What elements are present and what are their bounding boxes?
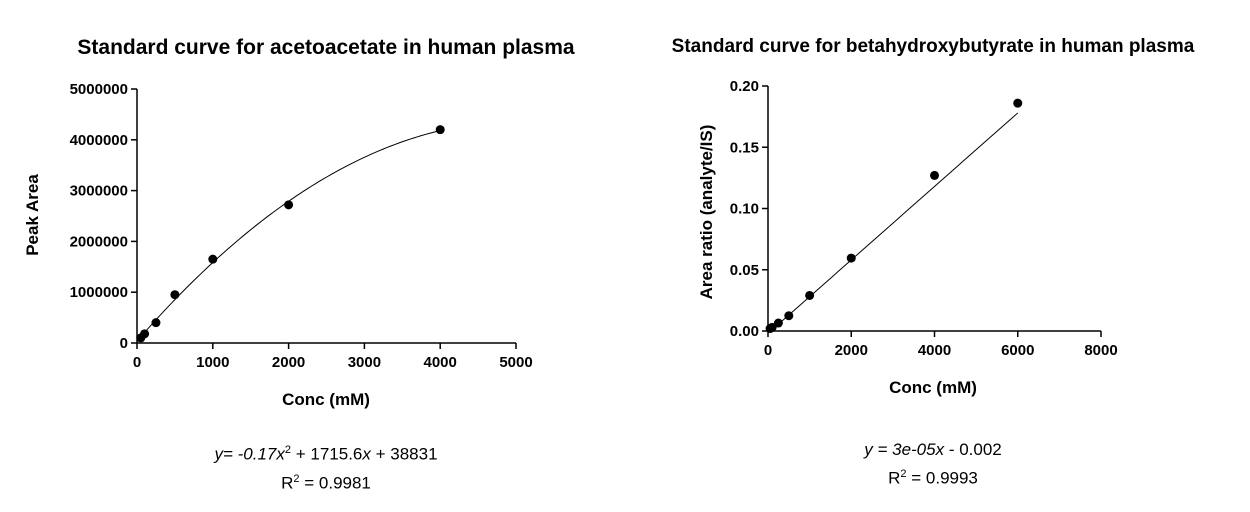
data-point xyxy=(1013,98,1023,108)
x-tick-label: 4000 xyxy=(918,342,951,359)
data-point xyxy=(930,170,939,180)
r-squared: R2 = 0.9993 xyxy=(888,468,978,488)
data-point xyxy=(151,318,161,328)
x-tick-label: 2000 xyxy=(272,354,305,371)
data-point xyxy=(846,253,856,263)
chart-acetoacetate: Standard curve for acetoacetate in human… xyxy=(23,36,575,409)
data-point xyxy=(773,318,783,328)
x-tick-label: 4000 xyxy=(424,354,457,371)
y-tick-label: 1000000 xyxy=(70,284,128,301)
x-tick-label: 3000 xyxy=(348,354,381,371)
data-point xyxy=(170,290,180,300)
data-point xyxy=(784,311,794,321)
data-point xyxy=(435,125,445,135)
chart-title: Standard curve for acetoacetate in human… xyxy=(77,36,574,59)
fit-line xyxy=(767,112,1019,332)
y-tick-label: 0.10 xyxy=(730,201,759,218)
y-tick-label: 0 xyxy=(120,335,128,352)
x-axis-label: Conc (mM) xyxy=(889,378,977,397)
x-tick-label: 2000 xyxy=(835,342,868,359)
equation-acetoacetate: y= -0.17x2 + 1715.6x + 38831 R2 = 0.9981 xyxy=(126,438,526,495)
y-tick-label: 2000000 xyxy=(70,233,128,250)
y-axis-label: Area ratio (analyte/IS) xyxy=(697,125,716,300)
fit-curve xyxy=(136,130,441,342)
y-tick-label: 0.15 xyxy=(730,139,759,156)
y-tick-label: 0.00 xyxy=(730,323,759,340)
y-tick-label: 4000000 xyxy=(70,132,128,149)
y-tick-label: 5000000 xyxy=(70,81,128,98)
x-tick-label: 5000 xyxy=(499,354,532,371)
r-squared: R2 = 0.9981 xyxy=(281,472,371,493)
x-tick-label: 0 xyxy=(764,342,772,359)
x-tick-label: 0 xyxy=(133,354,141,371)
fit-equation: y= -0.17x2 + 1715.6x + 38831 xyxy=(214,444,438,464)
data-point xyxy=(805,290,815,300)
y-tick-label: 0.05 xyxy=(730,262,759,279)
data-point xyxy=(284,200,294,210)
data-point xyxy=(208,254,218,264)
equation-betahydroxybutyrate: y = 3e-05x - 0.002 R2 = 0.9993 xyxy=(733,438,1133,491)
fit-equation: y = 3e-05x - 0.002 xyxy=(864,440,1002,459)
x-tick-label: 8000 xyxy=(1084,342,1117,359)
x-tick-label: 6000 xyxy=(1001,342,1034,359)
y-axis-label: Peak Area xyxy=(23,174,42,256)
data-point xyxy=(140,329,150,339)
x-tick-label: 1000 xyxy=(196,354,229,371)
x-axis-label: Conc (mM) xyxy=(282,390,370,409)
chart-betahydroxybutyrate: Standard curve for betahydroxybutyrate i… xyxy=(672,36,1195,397)
y-tick-label: 0.20 xyxy=(730,78,759,95)
y-tick-label: 3000000 xyxy=(70,183,128,200)
chart-title: Standard curve for betahydroxybutyrate i… xyxy=(672,36,1195,57)
